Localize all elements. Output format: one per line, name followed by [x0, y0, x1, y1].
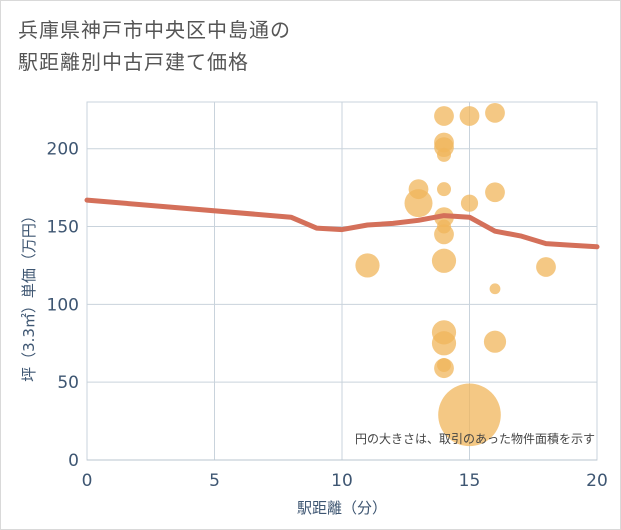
x-tick-label: 15 [459, 471, 481, 491]
trend-line [84, 197, 600, 250]
grid-lines [87, 102, 597, 461]
bubble-point [431, 248, 457, 273]
x-tick-label: 5 [209, 471, 220, 491]
x-tick-label: 10 [331, 471, 353, 491]
bubble-point [485, 102, 505, 123]
bubble-point [536, 257, 556, 277]
bubble-point [355, 253, 380, 278]
bubble-point [460, 194, 479, 212]
size-note: 円の大きさは、取引のあった物件面積を示す [355, 431, 595, 446]
chart-title: 兵庫県神戸市中央区中島通の 駅距離別中古戸建て価格 [18, 14, 291, 78]
bubble-point [434, 224, 454, 245]
bubble-series [355, 102, 556, 447]
y-tick-label: 200 [47, 140, 79, 160]
x-axis-title: 駅距離（分） [297, 499, 387, 517]
bubble-point [438, 383, 501, 447]
bubble-point [483, 330, 507, 353]
x-axis-ticks: 0 5 10 15 20 [82, 471, 608, 491]
x-tick-label: 20 [586, 471, 608, 491]
x-tick-label: 0 [82, 471, 93, 491]
bubble-point [459, 106, 480, 126]
y-tick-label: 0 [68, 451, 79, 471]
y-tick-label: 50 [57, 373, 79, 393]
bubble-point [485, 182, 505, 203]
y-axis-ticks: 0 50 100 150 200 [47, 140, 79, 471]
bubble-point [437, 147, 451, 162]
trend-line-series [84, 197, 600, 250]
bubble-point [434, 358, 454, 379]
y-tick-label: 100 [47, 295, 79, 315]
bubble-point [434, 106, 454, 126]
bubble-point [437, 182, 451, 197]
chart-title-line-2: 駅距離別中古戸建て価格 [18, 50, 249, 74]
y-axis-title: 坪（3.3㎡）単価（万円） [20, 208, 38, 382]
y-tick-label: 150 [47, 218, 79, 238]
bubble-point [431, 331, 457, 356]
chart-title-line-1: 兵庫県神戸市中央区中島通の [18, 18, 291, 42]
bubble-point [489, 283, 501, 295]
bubble-point [404, 189, 433, 218]
